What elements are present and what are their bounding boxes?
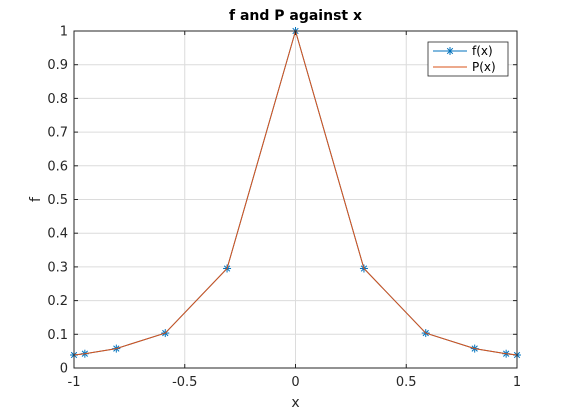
y-tick-label: 0 <box>60 362 68 377</box>
y-tick-label: 0.1 <box>47 328 68 343</box>
ticks: -1 -0.5 0 0.5 1 0 0.1 0.2 0.3 0.4 0.5 0.6 0.7 0.8 0.9 1 <box>47 25 521 391</box>
y-tick-label: 1 <box>60 25 68 40</box>
y-tick-label: 0.7 <box>47 126 68 141</box>
y-tick-label: 0.5 <box>47 193 68 208</box>
legend-label-2: P(x) <box>472 60 496 74</box>
y-axis-label: f <box>28 196 44 202</box>
y-tick-label: 0.4 <box>47 227 68 242</box>
y-tick-label: 0.2 <box>47 294 68 309</box>
y-tick-label: 0.9 <box>47 58 68 73</box>
y-tick-label: 0.6 <box>47 159 68 174</box>
x-tick-label: 0 <box>291 375 299 390</box>
y-tick-label: 0.8 <box>47 92 68 107</box>
legend: f(x) P(x) <box>427 41 509 77</box>
legend-marker-1 <box>446 47 454 55</box>
x-tick-label: -0.5 <box>172 375 197 390</box>
x-axis-label: x <box>291 395 299 411</box>
legend-label-1: f(x) <box>472 44 493 58</box>
x-tick-label: 0.5 <box>396 375 417 390</box>
x-tick-label: 1 <box>513 375 521 390</box>
chart-title: f and P against x <box>229 8 362 24</box>
y-tick-label: 0.3 <box>47 260 68 275</box>
legend-box <box>427 41 509 77</box>
x-tick-label: -1 <box>68 375 81 390</box>
